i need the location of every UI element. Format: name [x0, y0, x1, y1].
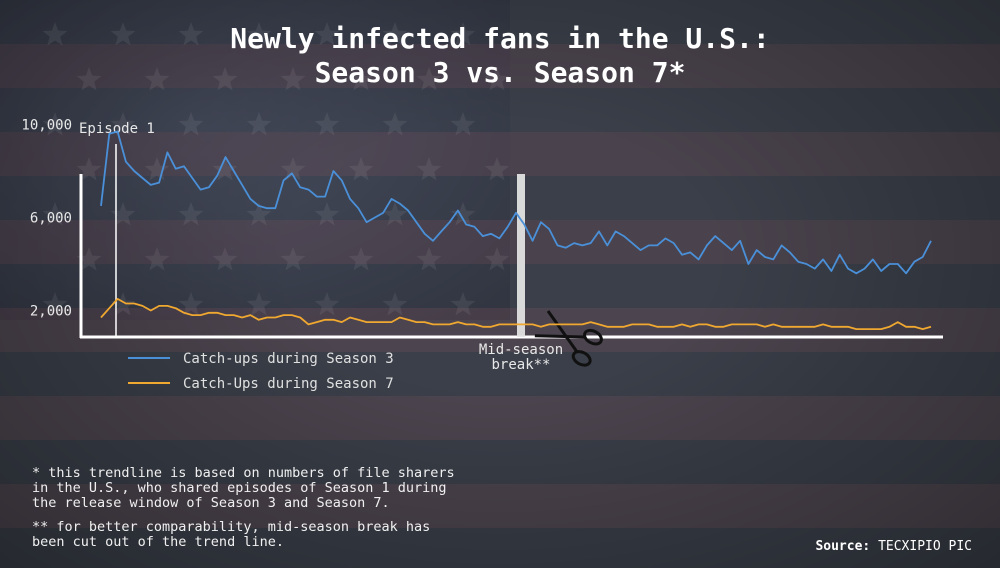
- y-tick-label: 6,000: [30, 211, 72, 227]
- flag-star: [484, 157, 510, 181]
- source-label: Source:: [815, 539, 871, 554]
- footnotes: * this trendline is based on numbers of …: [32, 466, 532, 559]
- flag-star: [212, 247, 238, 271]
- flag-star: [382, 22, 408, 46]
- flag-star: [348, 247, 374, 271]
- flag-star: [450, 292, 476, 316]
- flag-star: [246, 22, 272, 46]
- flag-star: [178, 202, 204, 226]
- flag-star: [416, 157, 442, 181]
- flag-star: [76, 247, 102, 271]
- source-value: TECXIPIO PIC: [878, 539, 972, 554]
- legend: Catch-ups during Season 3 Catch-Ups duri…: [128, 351, 394, 392]
- flag-stars: [42, 22, 510, 316]
- flag-star: [144, 247, 170, 271]
- footnote-2: ** for better comparability, mid-season …: [32, 519, 431, 550]
- flag-star: [76, 67, 102, 91]
- flag-star: [280, 67, 306, 91]
- y-tick-labels: 10,000 6,000 2,000: [21, 118, 72, 320]
- flag-star: [178, 112, 204, 136]
- flag-star: [314, 22, 340, 46]
- flag-star: [110, 22, 136, 46]
- flag-star: [382, 292, 408, 316]
- flag-star: [110, 112, 136, 136]
- flag-star: [42, 202, 68, 226]
- flag-star: [416, 67, 442, 91]
- flag-star: [450, 22, 476, 46]
- flag-star: [348, 157, 374, 181]
- flag-star: [110, 292, 136, 316]
- flag-star: [280, 157, 306, 181]
- flag-star: [144, 67, 170, 91]
- mid-season-break-bar: [517, 174, 525, 337]
- flag-star: [76, 157, 102, 181]
- footnote-1: * this trendline is based on numbers of …: [32, 465, 455, 511]
- scissors-icon: [534, 310, 603, 367]
- flag-star: [144, 157, 170, 181]
- legend-label-season-3: Catch-ups during Season 3: [183, 351, 394, 367]
- flag-star: [314, 112, 340, 136]
- flag-star: [382, 112, 408, 136]
- flag-star: [484, 67, 510, 91]
- episode-1-label: Episode 1: [79, 121, 155, 137]
- chart-title-line-1: Newly infected fans in the U.S.:: [230, 22, 770, 55]
- flag-star: [348, 67, 374, 91]
- source-credit: Source: TECXIPIO PIC: [815, 539, 972, 554]
- flag-star: [450, 202, 476, 226]
- mid-season-label-line-2: break**: [491, 357, 550, 373]
- flag-star: [484, 247, 510, 271]
- flag-star: [382, 202, 408, 226]
- flag-star: [246, 112, 272, 136]
- flag-star: [314, 202, 340, 226]
- series-line-season-3: [100, 130, 932, 275]
- flag-star: [212, 157, 238, 181]
- flag-star: [246, 292, 272, 316]
- y-tick-label: 10,000: [21, 118, 72, 134]
- flag-star: [280, 247, 306, 271]
- flag-star: [110, 202, 136, 226]
- mid-season-label-line-1: Mid-season: [479, 342, 563, 358]
- flag-star: [42, 292, 68, 316]
- series-group: [100, 130, 932, 331]
- flag-star: [42, 22, 68, 46]
- flag-star: [212, 67, 238, 91]
- y-tick-label: 2,000: [30, 304, 72, 320]
- chart-title: Newly infected fans in the U.S.: Season …: [0, 22, 1000, 90]
- flag-star: [42, 112, 68, 136]
- flag-star: [314, 292, 340, 316]
- flag-star: [416, 247, 442, 271]
- flag-star: [450, 112, 476, 136]
- legend-label-season-7: Catch-Ups during Season 7: [183, 376, 394, 392]
- flag-star: [246, 202, 272, 226]
- chart-title-line-2: Season 3 vs. Season 7*: [314, 56, 686, 89]
- flag-star: [178, 22, 204, 46]
- flag-star: [178, 292, 204, 316]
- series-line-season-7: [100, 297, 932, 331]
